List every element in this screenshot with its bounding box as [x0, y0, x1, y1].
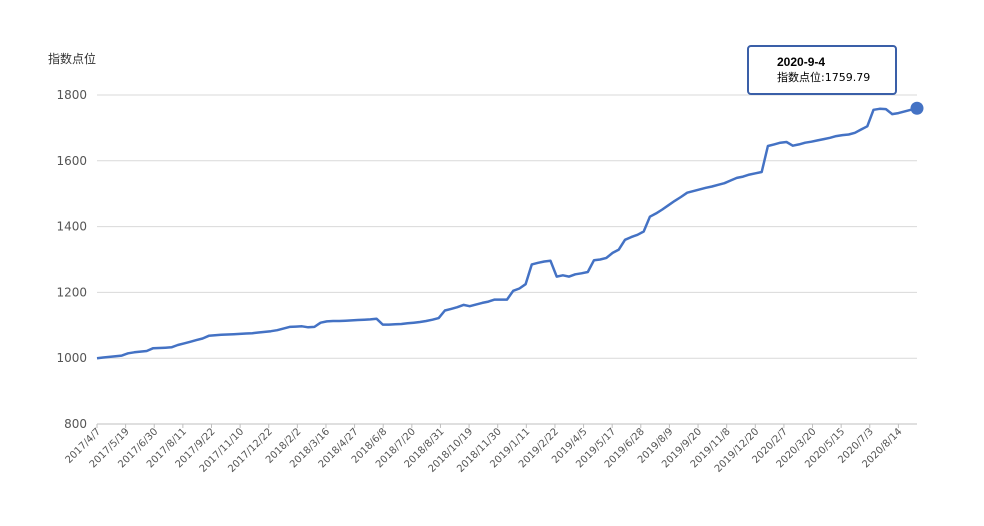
- tooltip-date: 2020-9-4: [777, 55, 826, 69]
- y-tick-label: 1600: [56, 154, 87, 168]
- y-tick-label: 1000: [56, 351, 87, 365]
- y-tick-label: 800: [64, 417, 87, 431]
- series-line: [96, 101, 924, 360]
- y-tick-label: 1400: [56, 220, 87, 234]
- tooltip-value: 指数点位:1759.79: [777, 71, 871, 84]
- y-axis-title: 指数点位: [48, 51, 96, 66]
- hover-point[interactable]: [910, 101, 924, 115]
- area-fill: [97, 108, 917, 424]
- y-axis: 800 1000 1200 1400 1600 1800: [56, 88, 87, 431]
- tooltip: 2020-9-4 指数点位:1759.79: [747, 45, 897, 95]
- y-tick-label: 1200: [56, 285, 87, 299]
- series-line-path: [96, 106, 918, 360]
- x-axis: 2017/4/72017/5/192017/6/302017/8/112017/…: [64, 424, 905, 475]
- y-tick-label: 1800: [56, 88, 87, 102]
